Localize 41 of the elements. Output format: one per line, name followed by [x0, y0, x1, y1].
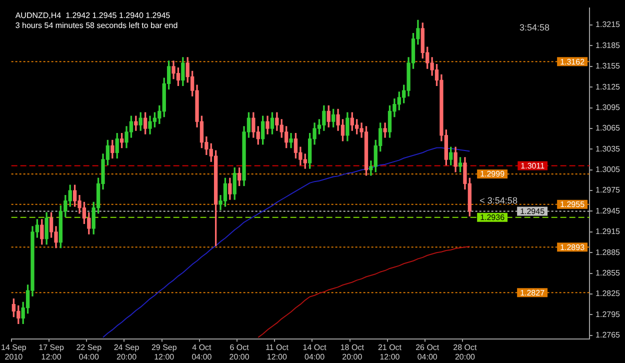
y-tick-label: 1.2915 — [596, 227, 621, 236]
y-tick-label: 1.2885 — [596, 248, 621, 257]
x-tick-label: 4 Oct 04:00 — [192, 342, 212, 362]
annotation: < 3:54:58 — [480, 196, 518, 206]
x-tick-label: 11 Oct 12:00 — [265, 342, 290, 362]
y-tick-label: 1.3065 — [596, 124, 621, 133]
x-tick-label: 24 Sep 20:00 — [114, 342, 140, 362]
x-tick-label: 14 Oct 04:00 — [302, 342, 328, 362]
ref-line-label: 1.3011 — [520, 161, 546, 170]
y-tick-label: 1.3155 — [596, 62, 621, 71]
x-tick-label: 22 Sep 04:00 — [76, 342, 102, 362]
y-tick-label: 1.3185 — [596, 40, 621, 50]
ref-line-label: 1.2999 — [480, 170, 506, 179]
x-tick-label: 18 Oct 20:00 — [340, 342, 365, 362]
ref-line-label: 1.2827 — [520, 288, 546, 298]
y-tick-label: 1.3035 — [596, 144, 621, 154]
x-tick-label: 29 Sep 12:00 — [151, 342, 178, 362]
y-tick-label: 1.3095 — [596, 102, 621, 112]
x-tick-label: 17 Sep 12:00 — [38, 342, 65, 362]
ref-line-label: 1.2893 — [560, 242, 586, 252]
y-tick-label: 1.2825 — [596, 289, 621, 298]
y-tick-label: 1.2855 — [596, 268, 621, 278]
y-tick-label: 1.3005 — [596, 165, 621, 174]
y-tick-label: 1.2945 — [596, 206, 621, 216]
ref-line-label: 1.2936 — [480, 213, 506, 222]
ref-line-label: 1.3162 — [560, 57, 586, 66]
y-tick-label: 1.2975 — [596, 186, 621, 195]
chart-title: AUDNZD,H4 1.2942 1.2945 1.2940 1.2945 — [15, 11, 171, 20]
ref-line-label: 1.2955 — [560, 200, 586, 210]
y-tick-label: 1.3125 — [596, 82, 621, 92]
x-tick-label: 26 Oct 04:00 — [416, 342, 440, 362]
y-tick-label: 1.2795 — [596, 310, 621, 319]
x-tick-label: 6 Oct 20:00 — [229, 342, 250, 362]
y-tick-label: 1.2765 — [596, 330, 621, 340]
text: 3:54:58 — [520, 22, 550, 32]
x-tick-label: 21 Oct 12:00 — [378, 342, 402, 362]
x-tick-label: 28 Oct 20:00 — [453, 342, 478, 362]
ref-line-label: 1.2945 — [520, 206, 546, 216]
x-tick-label: 14 Sep 2010 — [1, 342, 27, 362]
text: 3 hours 54 minutes 58 seconds left to bar end — [15, 21, 178, 30]
y-tick-label: 1.3215 — [596, 20, 621, 30]
